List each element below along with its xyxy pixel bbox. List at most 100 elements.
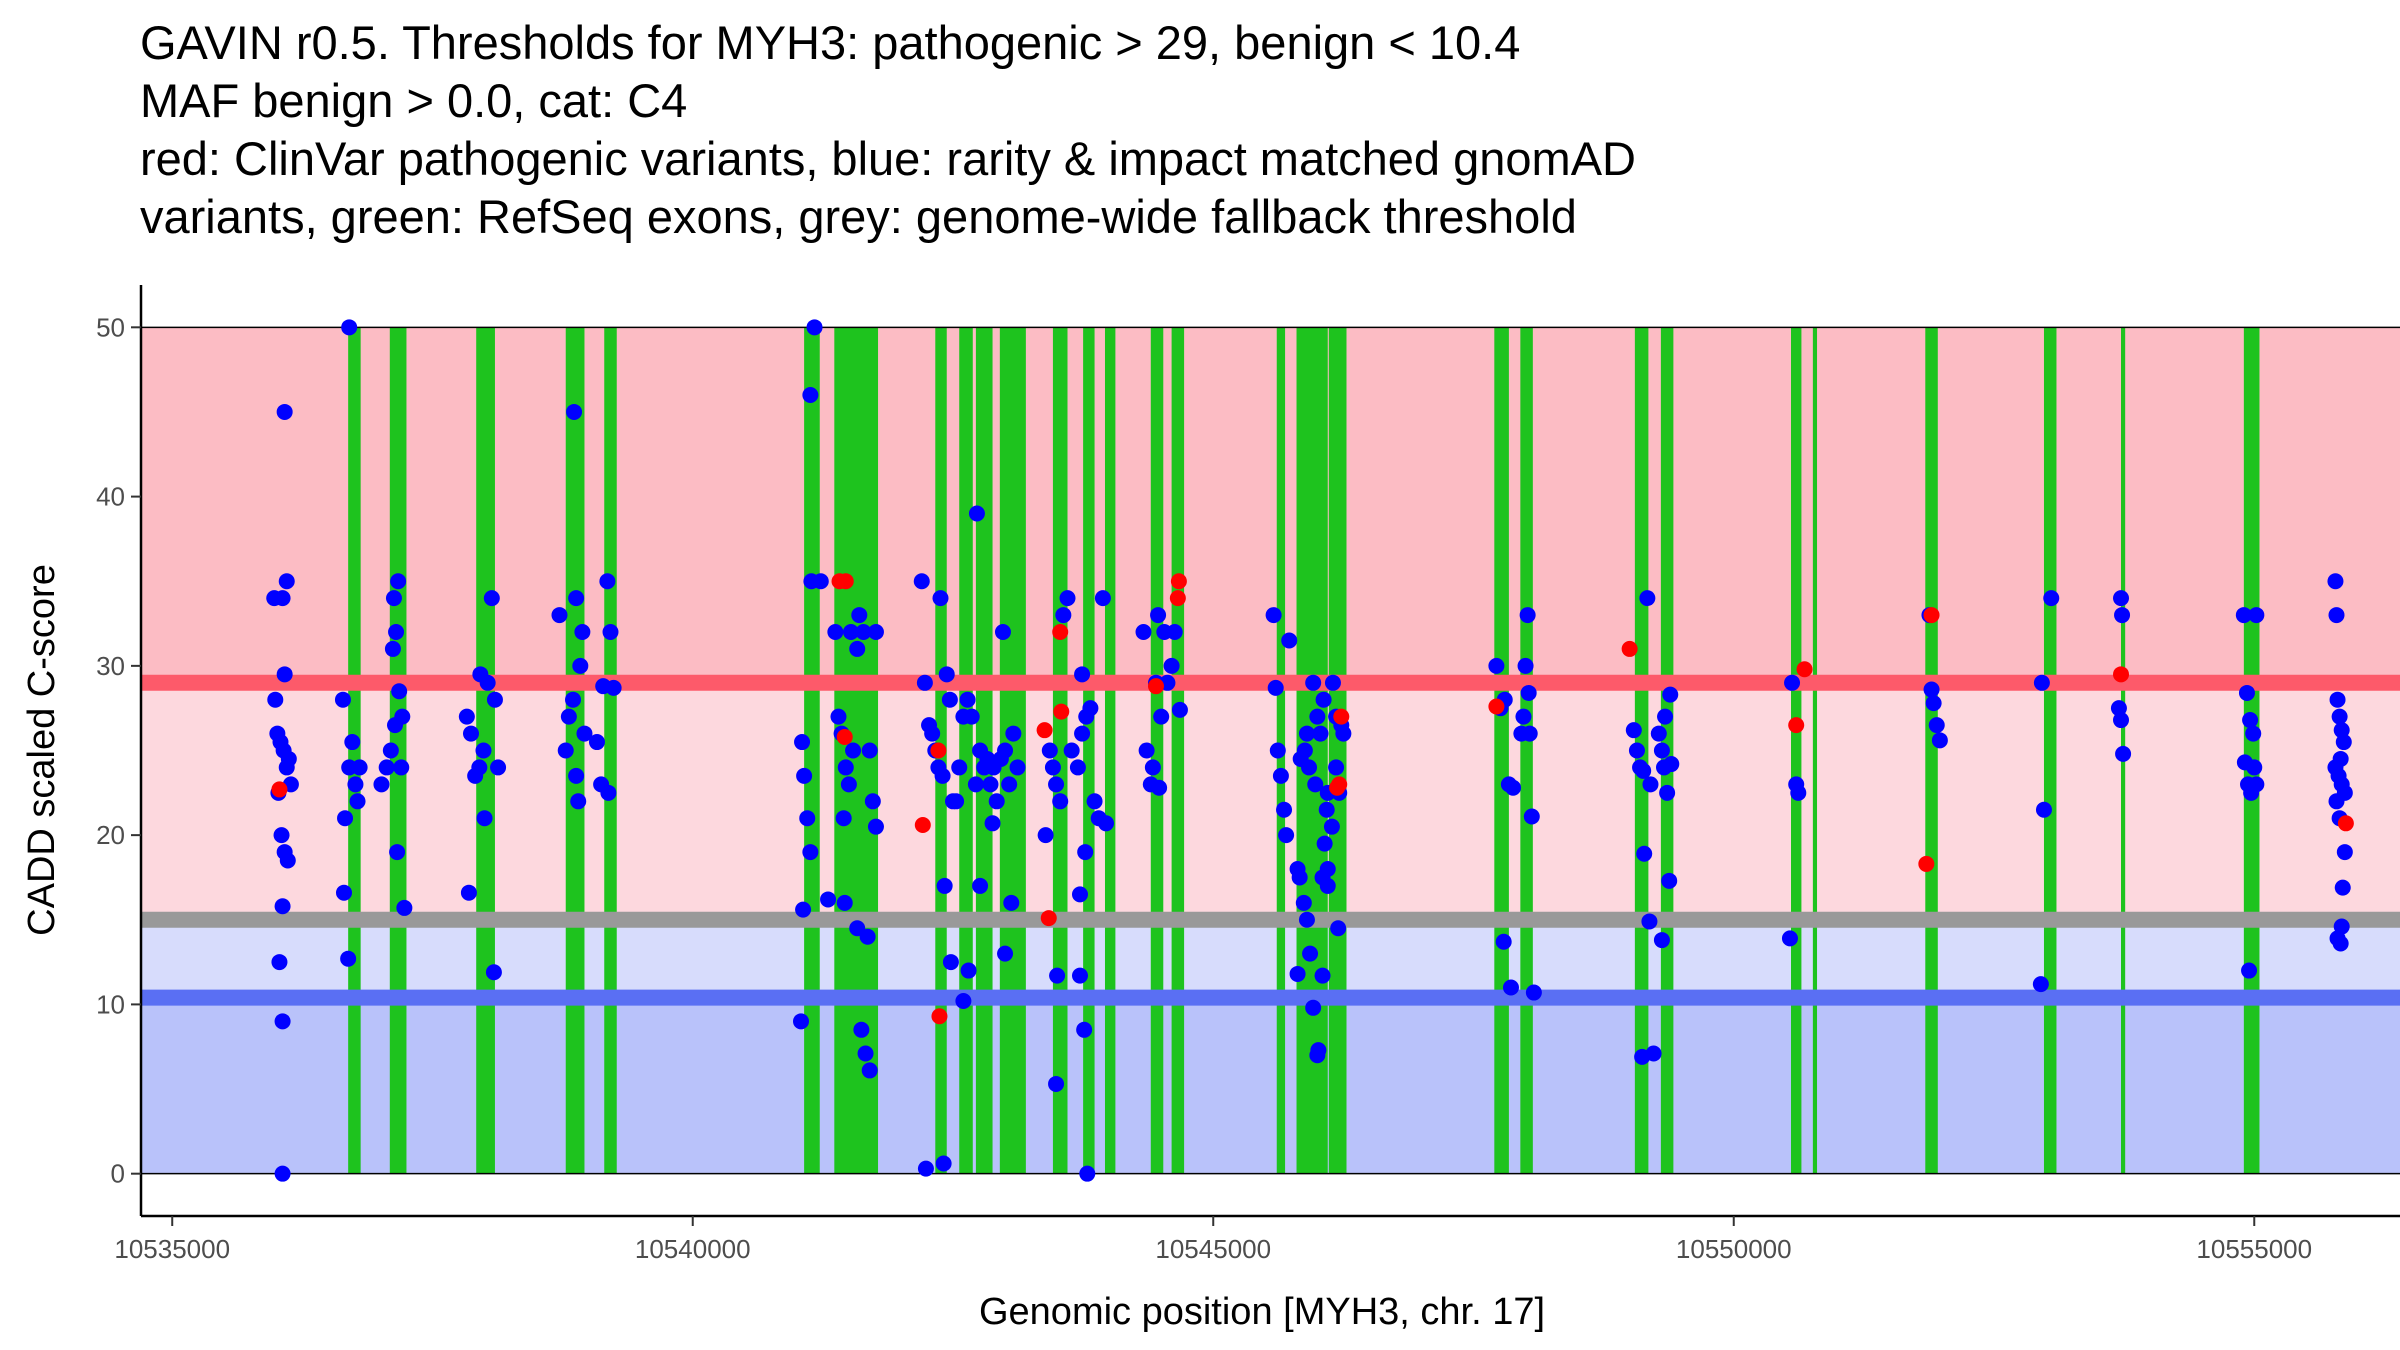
gnomad-point <box>972 877 989 894</box>
clinvar-point <box>1052 624 1069 641</box>
exon-bar <box>2043 327 2057 1174</box>
gnomad-point <box>1281 632 1298 649</box>
gnomad-point <box>851 607 868 624</box>
gnomad-point <box>827 624 844 641</box>
y-axis-title: CADD scaled C-score <box>21 564 63 936</box>
gnomad-point <box>599 573 616 590</box>
gnomad-point <box>2329 691 2346 708</box>
gnomad-point <box>1781 930 1798 947</box>
gnomad-point <box>1642 776 1659 793</box>
clinvar-point <box>1333 708 1350 725</box>
gnomad-point <box>1003 894 1020 911</box>
gnomad-point <box>340 950 357 967</box>
gnomad-point <box>2113 590 2130 607</box>
gnomad-point <box>560 708 577 725</box>
gnomad-point <box>382 742 399 759</box>
exon-bar <box>1171 327 1185 1174</box>
gnomad-point <box>795 901 812 918</box>
clinvar-point <box>1329 779 1346 796</box>
title-line-3: red: ClinVar pathogenic variants, blue: … <box>140 132 1636 185</box>
gnomad-point <box>274 1165 291 1182</box>
title-line-1: GAVIN r0.5. Thresholds for MYH3: pathoge… <box>140 16 1521 69</box>
gnomad-point <box>1278 827 1295 844</box>
gnomad-point <box>570 793 587 810</box>
gnomad-point <box>1784 674 1801 691</box>
clinvar-point <box>1621 640 1638 657</box>
gnomad-point <box>1525 984 1542 1001</box>
gnomad-point <box>951 759 968 776</box>
gnomad-point <box>1267 679 1284 696</box>
gnomad-point <box>1312 725 1329 742</box>
clinvar-point <box>1053 703 1070 720</box>
gnomad-point <box>1272 767 1289 784</box>
gnomad-point <box>1150 607 1167 624</box>
clinvar-point <box>1170 573 1187 590</box>
gnomad-points <box>266 319 2353 1182</box>
gnomad-point <box>1502 979 1519 996</box>
gnomad-point <box>341 319 358 336</box>
gnomad-point <box>859 928 876 945</box>
gnomad-point <box>576 725 593 742</box>
gnomad-point <box>934 767 951 784</box>
gnomad-point <box>802 387 819 404</box>
clinvar-point <box>837 573 854 590</box>
clinvar-point <box>914 816 931 833</box>
gnomad-point <box>1653 742 1670 759</box>
x-tick-label: 10535000 <box>114 1234 230 1264</box>
gnomad-point <box>384 640 401 657</box>
gnomad-point <box>1071 886 1088 903</box>
gnomad-point <box>389 844 406 861</box>
gnomad-point <box>2248 607 2265 624</box>
gnomad-point <box>942 954 959 971</box>
title-line-2: MAF benign > 0.0, cat: C4 <box>140 74 688 127</box>
gnomad-point <box>1076 1021 1093 1038</box>
gnomad-point <box>385 590 402 607</box>
gnomad-point <box>1094 590 1111 607</box>
y-tick-label: 0 <box>111 1159 125 1189</box>
gnomad-point <box>572 657 589 674</box>
gnomad-point <box>2043 590 2060 607</box>
gnomad-point <box>1515 708 1532 725</box>
exon-bar <box>1791 327 1802 1174</box>
gnomad-point <box>1086 793 1103 810</box>
y-tick-label: 30 <box>96 651 125 681</box>
exon-bar <box>1150 327 1164 1174</box>
gnomad-point <box>963 708 980 725</box>
gnomad-point <box>1059 590 1076 607</box>
gnomad-point <box>1048 1075 1065 1092</box>
gnomad-point <box>1082 700 1099 717</box>
gnomad-point <box>1323 818 1340 835</box>
gnomad-point <box>1055 607 1072 624</box>
gnomad-point <box>935 1155 952 1172</box>
gnomad-point <box>1790 784 1807 801</box>
gnomad-point <box>812 573 829 590</box>
gnomad-point <box>861 742 878 759</box>
exon-bar <box>1494 327 1509 1174</box>
gnomad-point <box>574 624 591 641</box>
gnomad-point <box>830 708 847 725</box>
clinvar-point <box>1923 607 1940 624</box>
gnomad-point <box>485 964 502 981</box>
gnomad-point <box>1628 742 1645 759</box>
gnomad-point <box>388 624 405 641</box>
gnomad-point <box>280 750 297 767</box>
gnomad-point <box>565 691 582 708</box>
gnomad-point <box>1063 742 1080 759</box>
clinvar-point <box>1796 661 1813 678</box>
gnomad-point <box>1523 808 1540 825</box>
exon-bar <box>804 327 820 1174</box>
clinvar-point <box>836 728 853 745</box>
gnomad-point <box>2114 607 2131 624</box>
gnomad-point <box>335 884 352 901</box>
gnomad-point <box>1519 607 1536 624</box>
gnomad-point <box>861 1062 878 1079</box>
gnomad-point <box>1269 742 1286 759</box>
gnomad-point <box>267 691 284 708</box>
gnomad-point <box>271 954 288 971</box>
gnomad-point <box>1138 742 1155 759</box>
gnomad-point <box>1517 657 1534 674</box>
gnomad-point <box>1330 920 1347 937</box>
gnomad-point <box>274 590 291 607</box>
gnomad-point <box>2336 844 2353 861</box>
